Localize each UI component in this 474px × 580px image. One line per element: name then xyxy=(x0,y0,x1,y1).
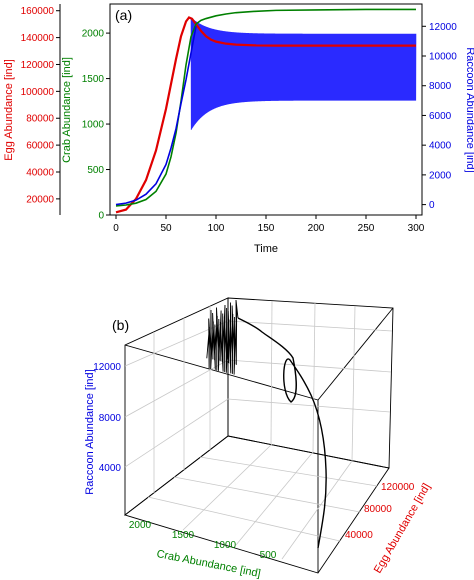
time-axis-label: Time xyxy=(254,243,278,255)
grid-line xyxy=(124,359,229,418)
grid-line xyxy=(227,320,393,332)
egg-3d-ticks: 40000 80000 120000 xyxy=(345,482,415,541)
panel-b: (b) xyxy=(84,297,433,580)
grid-line xyxy=(227,359,392,373)
grid-line xyxy=(235,451,314,546)
time-tick-label: 0 xyxy=(113,223,119,234)
crab-tick-label: 2000 xyxy=(82,29,105,40)
grid-line xyxy=(270,300,273,445)
time-tick-label: 250 xyxy=(358,223,375,234)
panel-a: (a) 200004000060000800001000001200001400… xyxy=(3,3,474,255)
time-tick-label: 200 xyxy=(308,223,325,234)
egg-tick-label: 140000 xyxy=(21,33,55,44)
raccoon-tick-label: 4000 xyxy=(429,141,452,152)
raccoon-3d-tick-label: 8000 xyxy=(99,413,122,424)
trajectory-oscillation xyxy=(206,299,239,375)
raccoon-tick-label: 2000 xyxy=(429,170,452,181)
raccoon-tick-label: 8000 xyxy=(429,81,452,92)
floor xyxy=(124,435,390,574)
raccoon-3d-ticks: 12000 8000 4000 xyxy=(93,362,121,474)
raccoon-tick-label: 12000 xyxy=(429,22,457,33)
grid-line xyxy=(227,398,391,413)
egg-tick-label: 80000 xyxy=(26,114,54,125)
grid-line xyxy=(173,476,361,513)
grid-line xyxy=(182,443,273,531)
raccoon-tick-label: 10000 xyxy=(429,52,457,63)
egg-3d-tick-label: 40000 xyxy=(345,530,373,541)
grid-line xyxy=(351,305,356,462)
egg-axis-ticks: 20000 40000 60000 80000 100000 120000 140000 16… xyxy=(21,6,60,205)
raccoon-axis-ticks: 0 2000 4000 6000 8000 10000 12000 xyxy=(422,22,457,211)
grid-line xyxy=(312,302,316,453)
raccoon-axis-label: Raccoon Abundance [ind] xyxy=(464,47,474,172)
grid-line xyxy=(124,398,229,468)
raccoon-tick-label: 6000 xyxy=(429,111,452,122)
raccoon-3d-tick-label: 4000 xyxy=(99,463,122,474)
egg-3d-tick-label: 80000 xyxy=(364,504,392,515)
egg-3d-axis-label: Egg Abundance [ind] xyxy=(372,482,433,576)
crab-series-line xyxy=(115,8,416,207)
crab-3d-tick-label: 500 xyxy=(260,550,277,561)
right-wall xyxy=(227,297,394,469)
front-top-edge-right xyxy=(317,307,394,401)
raccoon-series-line xyxy=(115,26,197,206)
time-tick-label: 100 xyxy=(208,223,225,234)
time-tick-label: 300 xyxy=(408,223,425,234)
egg-tick-label: 100000 xyxy=(21,87,55,98)
crab-tick-label: 0 xyxy=(98,211,104,222)
panel-b-label: (b) xyxy=(112,317,129,333)
grid-line xyxy=(281,460,353,560)
raccoon-oscillation xyxy=(190,17,417,130)
time-axis-ticks: 0 50 100 150 200 250 300 xyxy=(113,215,425,234)
panel-a-series xyxy=(115,8,417,214)
crab-3d-ticks: 2000 1500 1000 500 xyxy=(129,520,277,561)
egg-3d-tick-label: 120000 xyxy=(381,482,415,493)
trajectory-line xyxy=(237,317,327,549)
egg-tick-label: 160000 xyxy=(21,6,55,17)
raccoon-3d-tick-label: 12000 xyxy=(93,362,121,373)
egg-axis-label: Egg Abundance [ind] xyxy=(3,59,15,161)
raccoon-tick-label: 0 xyxy=(429,200,435,211)
crab-3d-tick-label: 2000 xyxy=(129,520,152,531)
crab-tick-label: 500 xyxy=(87,165,104,176)
egg-tick-label: 120000 xyxy=(21,60,55,71)
crab-axis-label: Crab Abundance [ind] xyxy=(61,57,73,163)
crab-3d-axis-label: Crab Abundance [ind] xyxy=(155,548,261,580)
crab-tick-label: 1000 xyxy=(82,120,105,131)
time-tick-label: 50 xyxy=(160,223,172,234)
egg-tick-label: 20000 xyxy=(26,194,54,205)
crab-tick-label: 1500 xyxy=(82,74,105,85)
time-tick-label: 150 xyxy=(258,223,275,234)
raccoon-3d-axis-label: Raccoon Abundance [ind] xyxy=(84,369,96,494)
panel-a-label: (a) xyxy=(115,7,132,23)
crab-3d-tick-label: 1500 xyxy=(172,530,195,541)
crab-axis-ticks: 0 500 1000 1500 2000 xyxy=(82,29,110,222)
grid-line xyxy=(199,456,378,487)
egg-tick-label: 60000 xyxy=(26,141,54,152)
crab-3d-tick-label: 1000 xyxy=(214,540,237,551)
grid-line xyxy=(147,496,341,542)
egg-tick-label: 40000 xyxy=(26,167,54,178)
panel-b-grid xyxy=(124,300,393,560)
